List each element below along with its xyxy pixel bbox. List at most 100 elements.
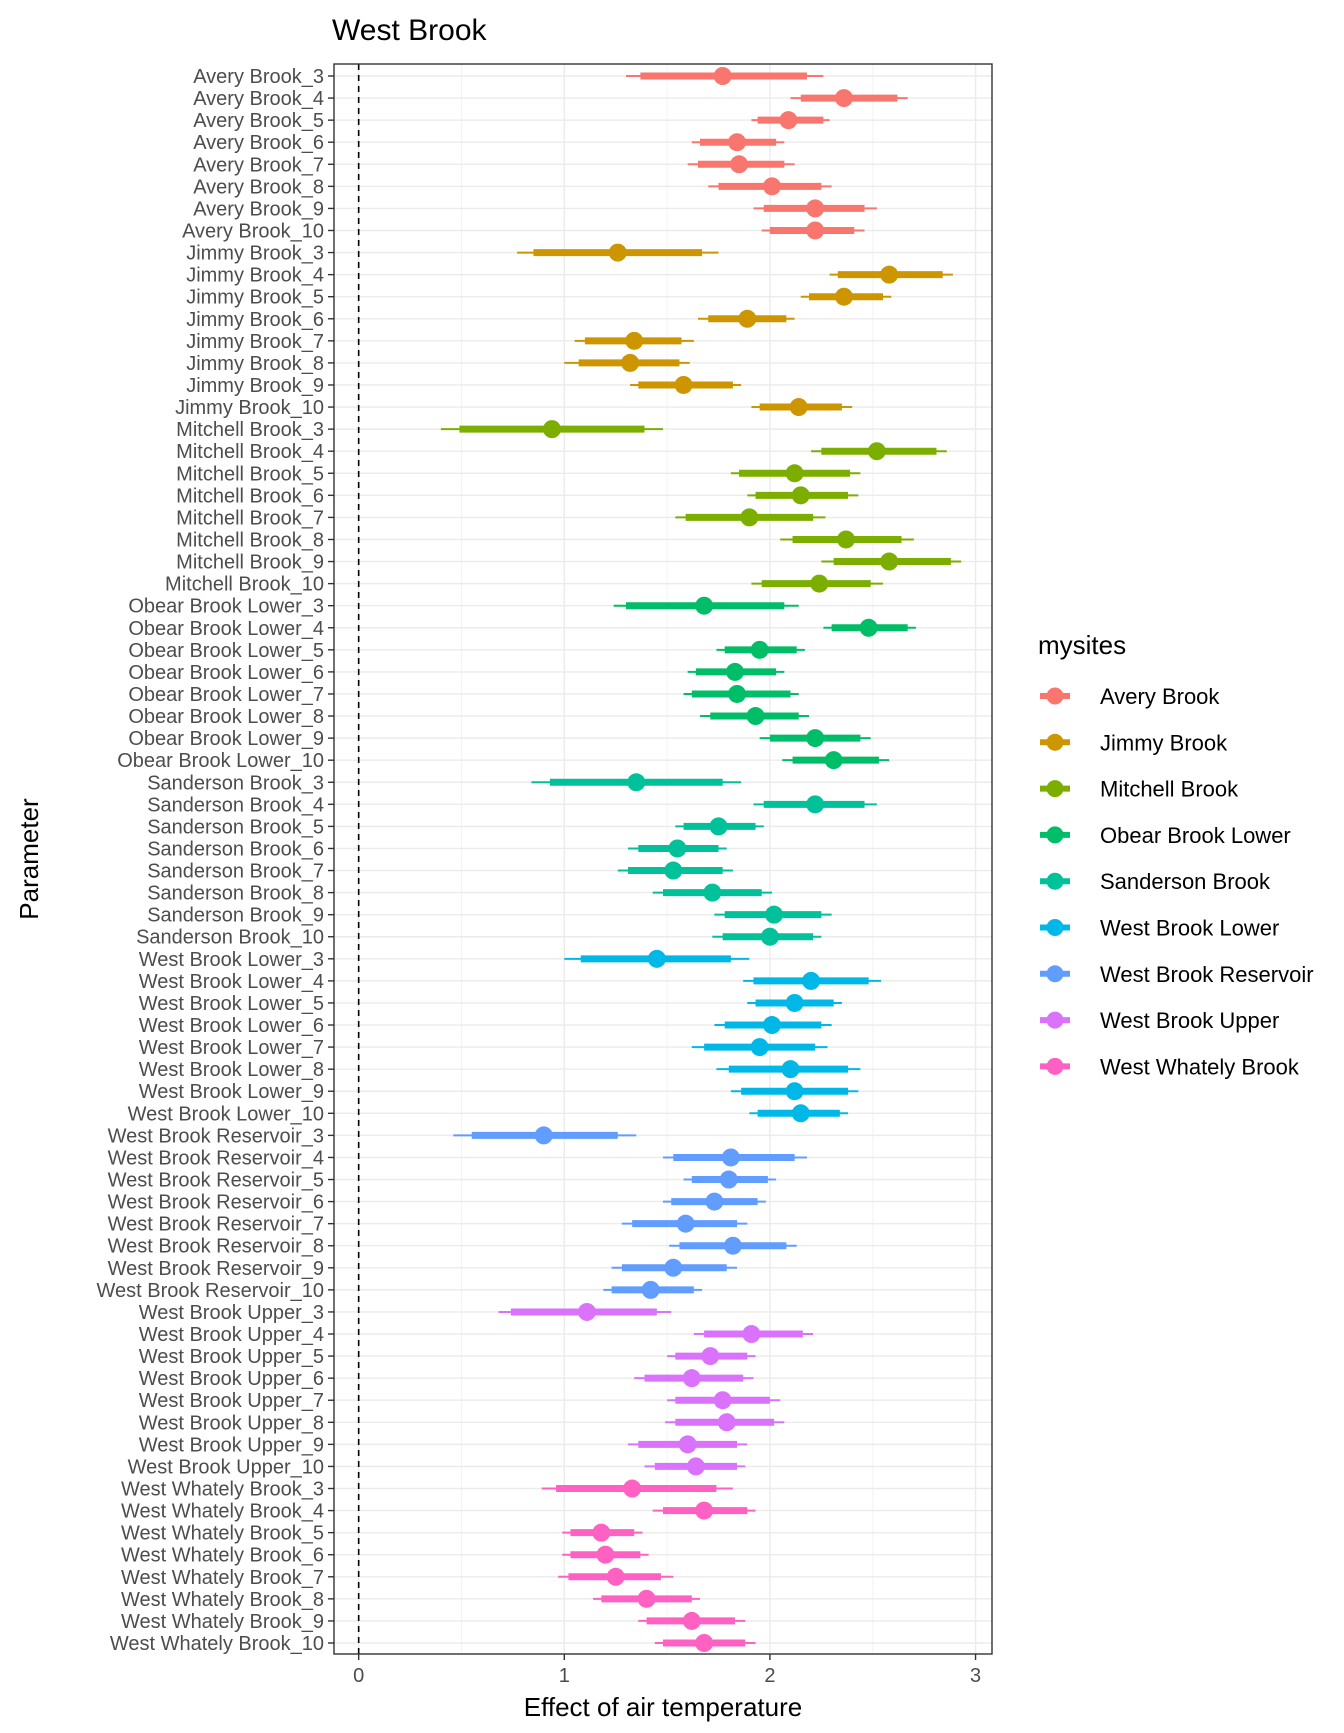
legend-item: West Whately Brook (1040, 1054, 1300, 1079)
mean-point (719, 1170, 738, 1189)
mean-point (621, 353, 640, 372)
legend-key-point (1046, 780, 1064, 798)
mean-point (723, 1236, 742, 1255)
mean-point (760, 927, 779, 946)
y-tick-label: West Brook Lower_7 (139, 1037, 324, 1059)
mean-point (738, 309, 757, 328)
legend-item: Avery Brook (1040, 684, 1220, 709)
marks-layer (440, 67, 962, 1652)
legend-key-point (1046, 826, 1064, 844)
mean-point (810, 574, 829, 593)
y-tick-label: Sanderson Brook_7 (147, 861, 324, 883)
mean-point (623, 1479, 642, 1498)
mean-point (750, 640, 769, 659)
mean-point (742, 1325, 761, 1344)
mean-point (806, 795, 825, 814)
x-tick-label: 2 (764, 1665, 775, 1687)
mean-point (837, 530, 856, 549)
legend-item: Mitchell Brook (1040, 777, 1239, 802)
y-tick-label: West Brook Reservoir_8 (108, 1236, 324, 1258)
y-tick-label: West Brook Reservoir_7 (108, 1214, 324, 1236)
mean-point (713, 1391, 732, 1410)
mean-point (880, 552, 899, 571)
y-tick-label: West Brook Upper_10 (128, 1456, 324, 1478)
mean-point (647, 949, 666, 968)
mean-point (641, 1280, 660, 1299)
y-tick-label: West Brook Upper_3 (139, 1302, 324, 1324)
y-tick-label: Sanderson Brook_9 (147, 905, 324, 927)
y-tick-label: Avery Brook_4 (193, 88, 324, 110)
x-axis-title: Effect of air temperature (524, 1692, 802, 1722)
x-tick-layer: 0 1 2 3 (353, 1654, 981, 1687)
y-tick-label: West Brook Lower_10 (128, 1103, 324, 1125)
chart-title: West Brook (332, 14, 487, 47)
mean-point (791, 1104, 810, 1123)
mean-point (728, 684, 747, 703)
mean-point (695, 1634, 714, 1652)
y-tick-label: Sanderson Brook_4 (147, 794, 324, 816)
mean-point (740, 508, 759, 527)
legend-key-point (1046, 872, 1064, 890)
y-tick-label: West Brook Lower_8 (139, 1059, 324, 1081)
y-tick-label: West Brook Lower_5 (139, 993, 324, 1015)
mean-point (834, 89, 853, 108)
mean-point (762, 177, 781, 196)
legend-label: West Brook Reservoir (1100, 962, 1314, 987)
mean-point (867, 442, 886, 461)
y-tick-label: Obear Brook Lower_8 (128, 706, 324, 728)
legend-label: Avery Brook (1100, 684, 1220, 709)
mean-point (577, 1302, 596, 1321)
mean-point (730, 155, 749, 174)
legend-title: mysites (1038, 630, 1126, 660)
mean-point (721, 1148, 740, 1167)
y-tick-label: Mitchell Brook_5 (176, 463, 324, 485)
y-tick-label: Obear Brook Lower_4 (128, 618, 324, 640)
mean-point (678, 1435, 697, 1454)
legend-item: Obear Brook Lower (1040, 823, 1291, 848)
legend-item: Jimmy Brook (1040, 730, 1228, 755)
legend-item: West Brook Upper (1040, 1008, 1279, 1033)
mean-point (664, 861, 683, 880)
y-tick-label: West Brook Reservoir_4 (108, 1147, 324, 1169)
mean-point (627, 773, 646, 792)
y-tick-label: Sanderson Brook_6 (147, 838, 324, 860)
y-tick-label: West Whately Brook_4 (121, 1501, 324, 1523)
y-tick-label: Obear Brook Lower_3 (128, 596, 324, 618)
mean-point (592, 1523, 611, 1542)
y-tick-label: Avery Brook_10 (182, 220, 324, 242)
legend-label: Sanderson Brook (1100, 869, 1271, 894)
y-tick-label: Jimmy Brook_7 (186, 331, 324, 353)
y-tick-label: Mitchell Brook_4 (176, 441, 324, 463)
y-tick-label: West Whately Brook_3 (121, 1479, 324, 1501)
y-tick-label: Obear Brook Lower_9 (128, 728, 324, 750)
y-tick-label: West Brook Lower_9 (139, 1081, 324, 1103)
mean-point (705, 1192, 724, 1211)
y-tick-label: Obear Brook Lower_5 (128, 640, 324, 662)
y-tick-label: Avery Brook_9 (193, 198, 324, 220)
y-tick-label: Mitchell Brook_7 (176, 507, 324, 529)
y-tick-label: West Brook Upper_7 (139, 1390, 324, 1412)
y-tick-label: Avery Brook_8 (193, 176, 324, 198)
y-tick-label: West Brook Reservoir_5 (108, 1170, 324, 1192)
mean-point (608, 243, 627, 262)
y-tick-label: Mitchell Brook_6 (176, 485, 324, 507)
mean-point (686, 1457, 705, 1476)
legend-key-point (1046, 733, 1064, 751)
mean-point (717, 1413, 736, 1432)
mean-point (596, 1545, 615, 1564)
mean-point (606, 1567, 625, 1586)
y-axis-title: Parameter (14, 798, 44, 920)
mean-point (880, 265, 899, 284)
y-tick-label: Sanderson Brook_3 (147, 772, 324, 794)
legend-label: Jimmy Brook (1100, 730, 1228, 755)
y-tick-label: West Brook Lower_6 (139, 1015, 324, 1037)
mean-point (695, 596, 714, 615)
mean-point (701, 1347, 720, 1366)
y-tick-label: Sanderson Brook_10 (136, 927, 324, 949)
legend-key-point (1046, 919, 1064, 936)
y-tick-label: West Brook Lower_3 (139, 949, 324, 971)
y-tick-label: Avery Brook_7 (193, 154, 324, 176)
y-tick-label: West Whately Brook_10 (110, 1633, 324, 1655)
